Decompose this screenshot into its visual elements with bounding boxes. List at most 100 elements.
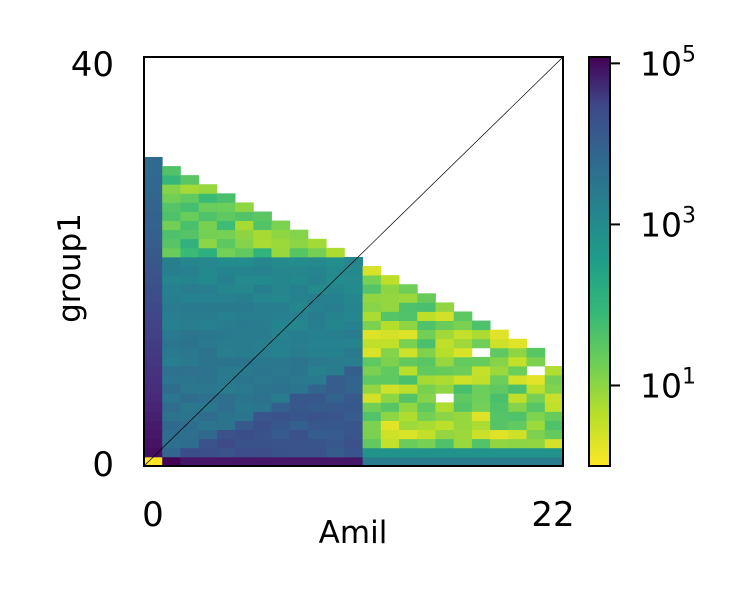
- heatmap-cell: [235, 266, 254, 276]
- heatmap-cell: [235, 220, 254, 231]
- heatmap-cell: [435, 420, 455, 431]
- heatmap-cell: [453, 411, 473, 421]
- heatmap-cell: [380, 420, 400, 431]
- heatmap-cell: [307, 411, 327, 421]
- heatmap-cell: [216, 366, 236, 376]
- heatmap-cell: [490, 347, 509, 358]
- heatmap-cell: [435, 447, 455, 458]
- heatmap-cell: [253, 329, 272, 340]
- heatmap-cell: [162, 166, 181, 176]
- heatmap-cell: [289, 247, 309, 258]
- heatmap-cell: [235, 211, 254, 221]
- colorbar: [588, 56, 611, 467]
- colorbar-tick-label: 101: [640, 364, 696, 405]
- heatmap-cell: [180, 220, 200, 231]
- heatmap-cell: [162, 411, 181, 421]
- heatmap-cell: [144, 293, 163, 303]
- heatmap-cell: [235, 247, 254, 258]
- heatmap-cell: [144, 375, 163, 385]
- heatmap-cell: [180, 420, 200, 431]
- heatmap-cell: [216, 247, 236, 258]
- heatmap-cell: [144, 366, 163, 376]
- heatmap-cell: [180, 211, 200, 221]
- heatmap-cell: [399, 393, 418, 403]
- heatmap-cell: [307, 366, 327, 376]
- heatmap-cell: [399, 293, 418, 303]
- heatmap-cell: [362, 402, 382, 412]
- heatmap-cell: [508, 384, 527, 394]
- heatmap-cell: [235, 302, 254, 312]
- heatmap-cell: [253, 402, 272, 412]
- heatmap-cell: [198, 284, 218, 294]
- heatmap-cell: [344, 311, 364, 321]
- heatmap-cell: [307, 356, 327, 367]
- heatmap-cell: [235, 375, 254, 385]
- heatmap-cell: [198, 375, 218, 385]
- heatmap-cell: [326, 384, 345, 394]
- heatmap-cell: [399, 420, 418, 431]
- heatmap-cell: [162, 338, 181, 349]
- heatmap-cell: [235, 384, 254, 394]
- heatmap-cell: [253, 420, 272, 431]
- heatmap-cell: [198, 211, 218, 221]
- heatmap-cell: [417, 293, 436, 303]
- heatmap-cell: [198, 384, 218, 394]
- x-tick-label-right: 22: [531, 495, 574, 535]
- heatmap-cell: [271, 293, 291, 303]
- heatmap-cell: [144, 229, 163, 240]
- heatmap-cell: [544, 393, 564, 403]
- heatmap-cell: [216, 275, 236, 285]
- heatmap-cell: [326, 375, 345, 385]
- diagonal-reference-line: [143, 56, 564, 467]
- heatmap-cell: [235, 311, 254, 321]
- heatmap-cell: [253, 447, 272, 458]
- heatmap-cell: [471, 411, 491, 421]
- heatmap-cell: [216, 302, 236, 312]
- heatmap-cell: [253, 229, 272, 240]
- colorbar-tick-label: 103: [640, 203, 696, 244]
- heatmap-cell: [544, 375, 564, 385]
- heatmap-cell: [344, 411, 364, 421]
- heatmap-cell: [289, 329, 309, 340]
- heatmap-cell: [271, 366, 291, 376]
- heatmap-cell: [544, 429, 564, 440]
- heatmap-cell: [180, 293, 200, 303]
- heatmap-cell: [253, 311, 272, 321]
- heatmap-cells: [144, 156, 564, 467]
- heatmap-cell: [289, 366, 309, 376]
- heatmap-cell: [289, 293, 309, 303]
- heatmap-cell: [344, 447, 364, 458]
- heatmap-cell: [417, 338, 436, 349]
- heatmap-cell: [198, 311, 218, 321]
- heatmap-cell: [362, 384, 382, 394]
- heatmap-cell: [362, 438, 382, 449]
- heatmap-cell: [216, 211, 236, 221]
- heatmap-cell: [362, 366, 382, 376]
- heatmap-cell: [417, 347, 436, 358]
- heatmap-cell: [380, 402, 400, 412]
- heatmap-cell: [253, 320, 272, 331]
- heatmap-cell: [289, 347, 309, 358]
- heatmap-cell: [162, 175, 181, 185]
- heatmap-cell: [180, 202, 200, 212]
- heatmap-cell: [453, 447, 473, 458]
- heatmap-cell: [435, 438, 455, 449]
- heatmap-cell: [362, 375, 382, 385]
- heatmap-cell: [253, 411, 272, 421]
- heatmap-cell: [235, 447, 254, 458]
- heatmap-cell: [307, 329, 327, 340]
- heatmap-cell: [399, 311, 418, 321]
- heatmap-cell: [490, 366, 509, 376]
- heatmap-cell: [144, 302, 163, 312]
- heatmap-cell: [198, 329, 218, 340]
- heatmap-cell: [162, 275, 181, 285]
- heatmap-cell: [490, 429, 509, 440]
- heatmap-cell: [289, 338, 309, 349]
- heatmap-cell: [235, 456, 254, 467]
- heatmap-cell: [508, 393, 527, 403]
- heatmap-cell: [453, 320, 473, 331]
- heatmap-cell: [271, 420, 291, 431]
- heatmap-cell: [490, 411, 509, 421]
- heatmap-cell: [526, 420, 546, 431]
- heatmap-cell: [326, 284, 345, 294]
